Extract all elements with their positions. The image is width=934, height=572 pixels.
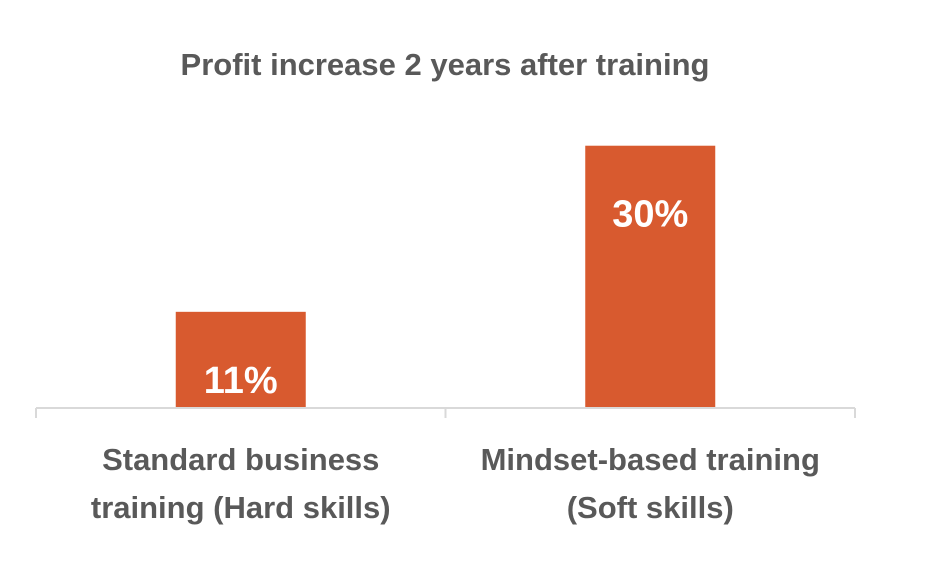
- category-label-1-line-1: Standard business: [102, 442, 379, 477]
- category-label-2-line-1: Mindset-based training: [481, 442, 820, 477]
- category-labels: Standard business training (Hard skills) M…: [91, 442, 820, 525]
- bars-layer: 11% 30%: [175, 145, 716, 408]
- data-label-2: 30%: [612, 194, 688, 236]
- category-label-1-line-2: training (Hard skills): [91, 490, 391, 525]
- data-label-1: 11%: [204, 360, 278, 402]
- category-label-2-line-2: (Soft skills): [567, 490, 734, 525]
- bar-2: [585, 145, 716, 408]
- x-axis: [35, 407, 856, 418]
- chart-title: Profit increase 2 years after training: [181, 47, 710, 82]
- bar-1: [175, 311, 306, 408]
